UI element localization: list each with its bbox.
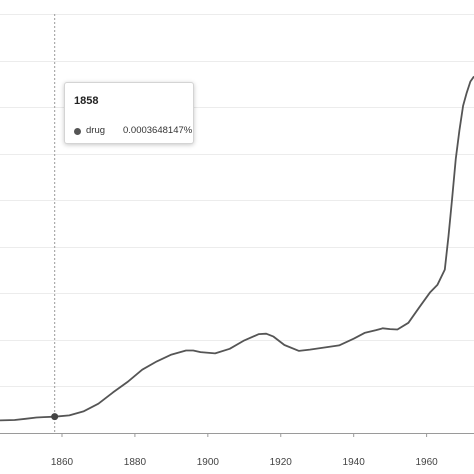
series-line	[0, 75, 474, 422]
tooltip-series-name: drug	[86, 125, 106, 136]
x-tick-label: 1920	[270, 457, 293, 468]
hover-point	[51, 413, 59, 421]
tooltip-value: 0.0003648147%	[123, 125, 193, 136]
hover-tooltip: 1858 drug 0.0003648147%	[64, 82, 194, 144]
x-tick-label: 1900	[197, 457, 220, 468]
x-tick-label: 1880	[124, 457, 147, 468]
x-tick-label: 1960	[415, 457, 438, 468]
x-tick-label: 1860	[51, 457, 74, 468]
tooltip-year: 1858	[74, 95, 99, 107]
series-dot-icon	[74, 128, 81, 135]
x-tick-label: 1940	[343, 457, 366, 468]
